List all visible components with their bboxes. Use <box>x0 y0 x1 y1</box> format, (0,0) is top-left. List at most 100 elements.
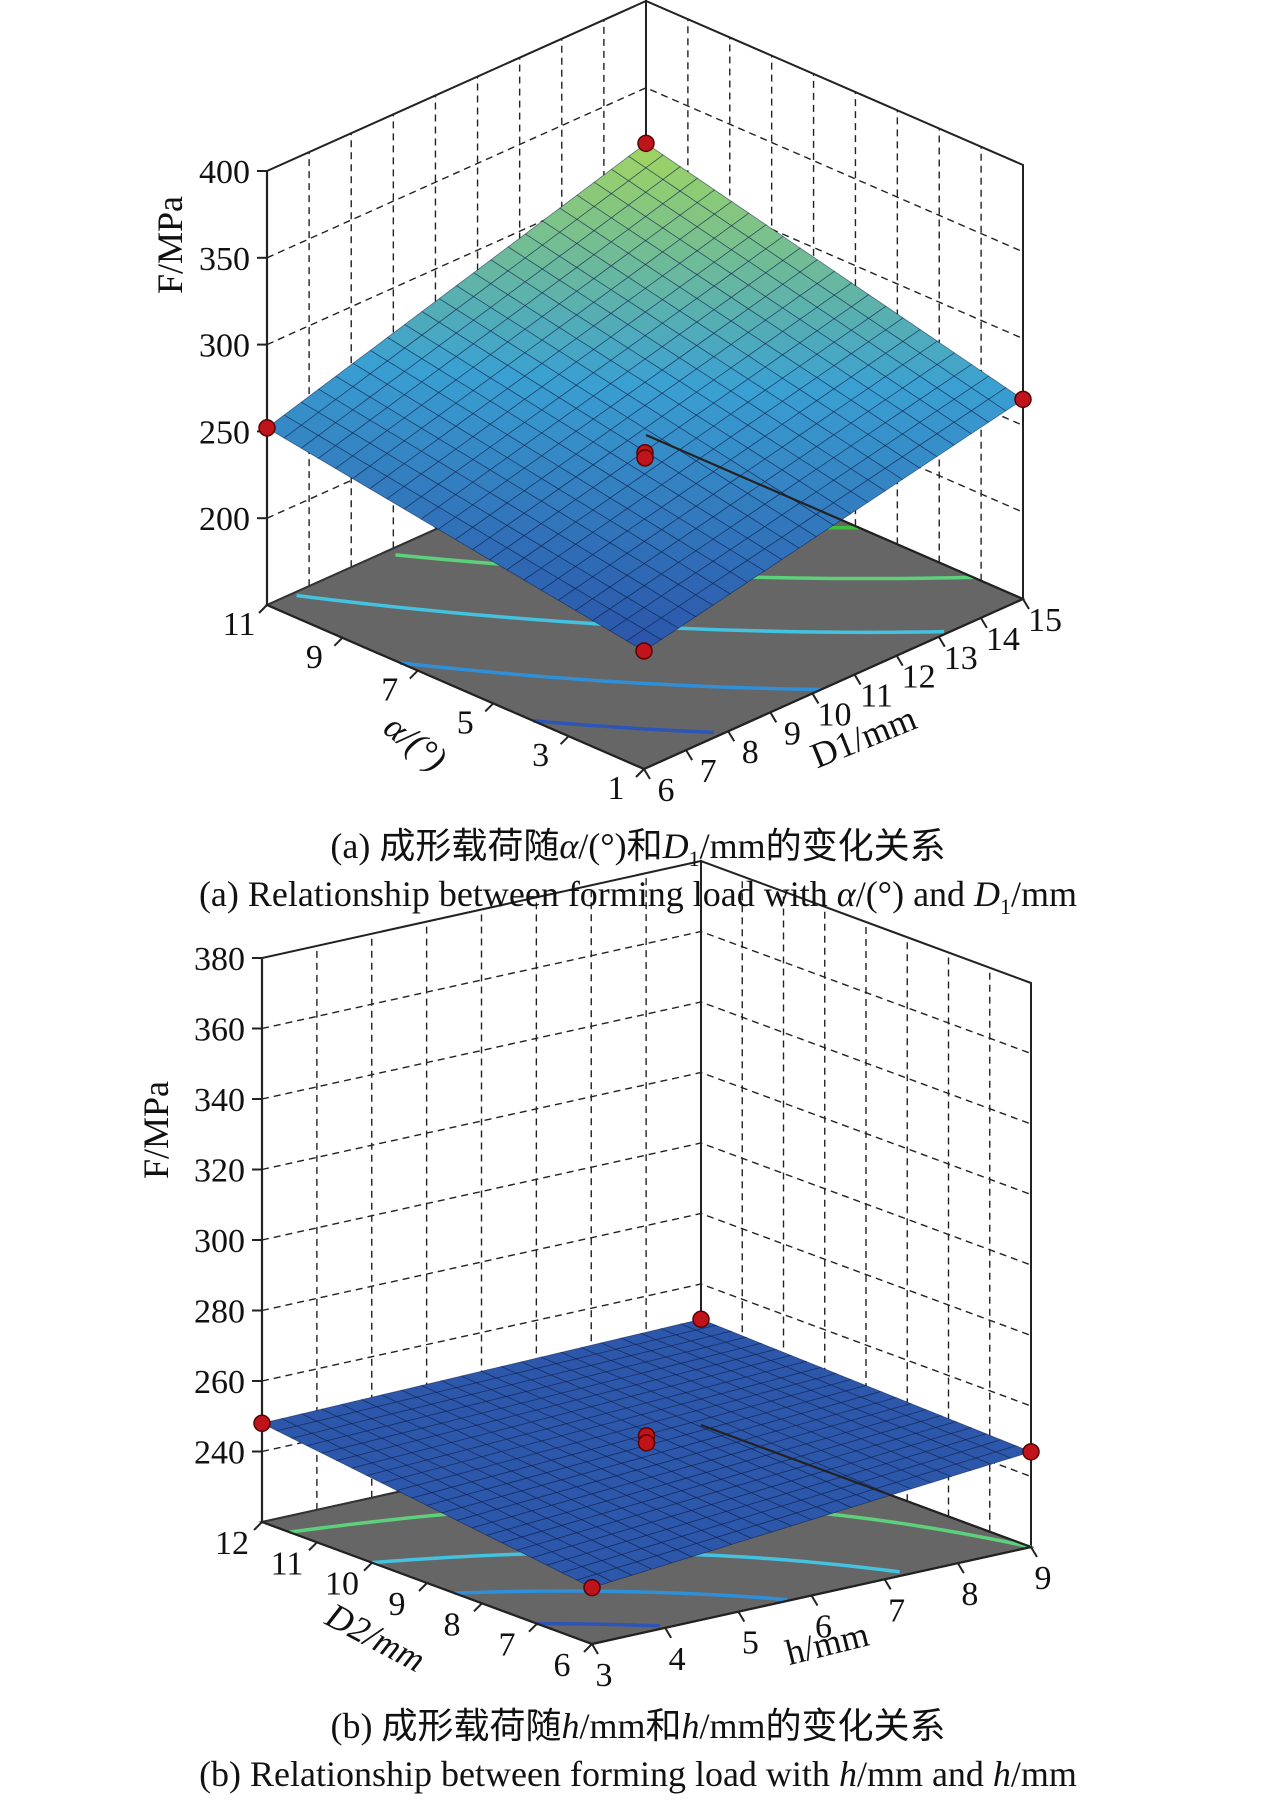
x-end-line <box>645 433 1024 601</box>
x-tick-label: 15 <box>1028 602 1062 639</box>
x-tick-mark <box>664 1627 673 1639</box>
x-tick-mark <box>937 636 946 648</box>
surface-chart-a: 40035030025020067891011121314151357911F/… <box>150 0 1062 809</box>
y-tick-mark <box>635 768 645 778</box>
x-tick-label: 6 <box>658 772 675 809</box>
caption-a-chinese: (a) 成形载荷随α/(°)和D1/mm的变化关系 <box>330 826 946 872</box>
y-tick-label: 6 <box>554 1647 571 1684</box>
z-tick-label: 380 <box>194 941 245 978</box>
design-point <box>635 642 653 660</box>
y-tick-label: 1 <box>608 770 625 807</box>
y-tick-mark <box>583 1643 593 1653</box>
design-point <box>636 449 654 467</box>
x-tick-mark <box>769 711 778 723</box>
y-axis-label: α/(°) <box>377 706 455 779</box>
z-gridline <box>261 1142 1032 1266</box>
caption-b-chinese: (b) 成形载荷随h/mm和h/mm的变化关系 <box>330 1706 946 1746</box>
x-tick-label: 6 <box>815 1609 832 1646</box>
z-tick-label: 320 <box>194 1153 245 1190</box>
x-tick-label: 3 <box>596 1657 613 1694</box>
z-tick-label: 200 <box>199 501 250 538</box>
y-tick-label: 7 <box>499 1627 516 1664</box>
design-points <box>258 134 1032 660</box>
caption-a-english: (a) Relationship between forming load wi… <box>198 874 1078 920</box>
contour-line <box>399 661 821 692</box>
z-axis-label: F/MPa <box>136 1081 176 1179</box>
y-tick-mark <box>253 1521 263 1531</box>
x-tick-mark <box>811 692 820 704</box>
z-gridline <box>261 930 1032 1055</box>
z-tick-label: 300 <box>199 328 250 365</box>
x-tick-mark <box>591 1643 599 1655</box>
x-tick-label: 11 <box>860 678 893 715</box>
y-tick-mark <box>559 735 570 745</box>
x-end-line <box>700 1423 1032 1549</box>
x-tick-mark <box>685 749 693 761</box>
y-axis-label: D2/mm <box>319 1594 432 1680</box>
y-tick-label: 9 <box>389 1586 406 1623</box>
z-tick-label: 340 <box>194 1082 245 1119</box>
y-tick-label: 11 <box>271 1545 304 1582</box>
design-point <box>583 1578 601 1597</box>
y-tick-mark <box>418 1582 428 1592</box>
y-tick-label: 12 <box>215 1525 249 1562</box>
x-tick-mark <box>883 1578 892 1590</box>
caption-b-english: (b) Relationship between forming load wi… <box>199 1754 1077 1794</box>
x-tick-mark <box>737 1611 746 1623</box>
x-tick-label: 7 <box>700 753 717 790</box>
design-point <box>637 1434 656 1452</box>
design-point <box>1022 1443 1040 1461</box>
design-point <box>258 419 276 437</box>
y-axis-line <box>266 603 645 771</box>
x-tick-mark <box>895 655 904 667</box>
x-tick-label: 12 <box>902 659 936 696</box>
z-gridline <box>261 1071 1032 1196</box>
y-tick-mark <box>333 637 344 647</box>
z-gridline <box>261 860 1032 984</box>
y-tick-mark <box>528 1622 538 1633</box>
surface-chart-b: 380 360 340 320 300 280 260 240 3 4 5 6 7 8 9 6 7 8 9 10 11 1… <box>136 859 1052 1694</box>
z-tick-label: 260 <box>194 1364 245 1401</box>
y-tick-label: 11 <box>223 606 256 643</box>
design-point <box>253 1414 271 1433</box>
design-point <box>692 1310 710 1328</box>
z-tick-label: 360 <box>194 1012 245 1049</box>
contour-line <box>454 1589 788 1602</box>
y-tick-mark <box>258 604 268 614</box>
x-tick-label: 7 <box>888 1592 905 1629</box>
design-point <box>1014 390 1032 409</box>
z-tick-label: 300 <box>194 1223 245 1260</box>
y-tick-label: 3 <box>532 737 549 774</box>
y-tick-mark <box>409 669 419 680</box>
contour-line <box>532 719 714 735</box>
x-tick-mark <box>643 768 651 780</box>
x-tick-label: 4 <box>669 1641 686 1678</box>
y-tick-label: 7 <box>381 672 398 709</box>
x-axis-line <box>643 597 1024 771</box>
x-axis-label: h/mm <box>781 1614 872 1673</box>
x-tick-label: 9 <box>1035 1560 1052 1597</box>
x-tick-mark <box>810 1594 819 1607</box>
x-tick-label: 13 <box>944 640 978 677</box>
x-tick-label: 8 <box>742 734 759 771</box>
x-tick-mark <box>1022 598 1030 610</box>
design-point <box>637 134 655 153</box>
design-points <box>253 1310 1040 1597</box>
y-tick-label: 5 <box>457 704 474 741</box>
y-tick-mark <box>473 1602 483 1613</box>
x-tick-label: 9 <box>784 715 801 752</box>
z-gridline <box>261 1212 1032 1337</box>
z-tick-label: 280 <box>194 1294 245 1331</box>
y-tick-mark <box>363 1561 373 1572</box>
z-axis-label: F/MPa <box>150 196 190 294</box>
x-tick-mark <box>980 617 988 629</box>
x-tick-mark <box>853 674 862 686</box>
y-tick-label: 9 <box>306 639 323 676</box>
z-gridline <box>261 1001 1032 1125</box>
x-tick-label: 14 <box>986 621 1020 658</box>
z-tick-label: 350 <box>199 241 250 278</box>
z-tick-label: 250 <box>199 414 250 451</box>
response-surface <box>266 142 1024 652</box>
z-gridline <box>261 1283 1032 1407</box>
